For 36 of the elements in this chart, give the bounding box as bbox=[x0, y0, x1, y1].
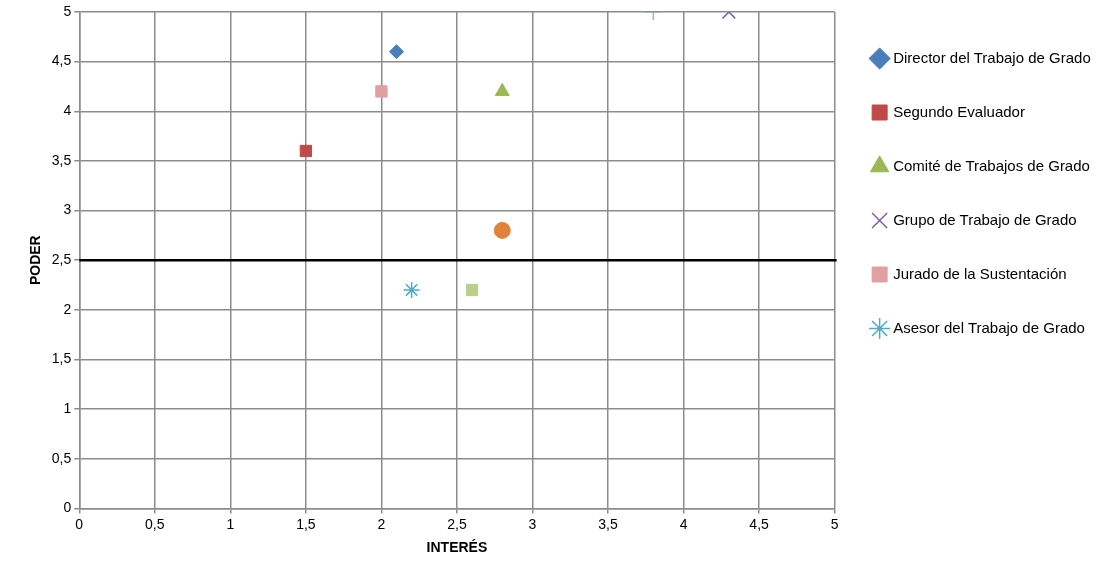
point bbox=[375, 85, 388, 98]
x-tick-label: 3 bbox=[528, 515, 537, 532]
point bbox=[465, 283, 479, 297]
x-axis-title: INTERÉS bbox=[426, 539, 488, 556]
x-tick-label: 0,5 bbox=[145, 515, 165, 532]
y-tick-label: 1 bbox=[63, 399, 72, 416]
y-axis-title: PODER bbox=[27, 235, 44, 286]
x-tick-label: 4 bbox=[679, 515, 688, 532]
y-tick-label: 0,5 bbox=[51, 449, 72, 466]
y-tick-label: 2,5 bbox=[51, 251, 72, 268]
point bbox=[493, 221, 511, 239]
y-tick-label: 1,5 bbox=[51, 350, 72, 367]
legend-label: Grupo de Trabajo de Grado bbox=[893, 210, 1077, 228]
x-tick-label: 2,5 bbox=[447, 515, 467, 532]
y-tick-label: 3,5 bbox=[51, 151, 72, 168]
point bbox=[402, 281, 421, 299]
x-tick-label: 1,5 bbox=[296, 515, 316, 532]
x-tick-label: 3,5 bbox=[598, 515, 618, 532]
y-tick-label: 2 bbox=[63, 300, 72, 317]
y-tick-label: 3 bbox=[63, 201, 72, 218]
point bbox=[389, 44, 405, 60]
x-tick-label: 0 bbox=[75, 515, 84, 532]
y-tick-label: 4 bbox=[63, 102, 72, 119]
point bbox=[299, 144, 313, 158]
x-tick-label: 5 bbox=[830, 515, 839, 532]
x-tick-label: 1 bbox=[226, 515, 235, 532]
legend-label: Segundo Evaluador bbox=[893, 102, 1025, 120]
legend-label: Director del Trabajo de Grado bbox=[893, 48, 1091, 66]
legend-label: Comité de Trabajos de Grado bbox=[893, 156, 1090, 174]
x-tick-label: 4,5 bbox=[749, 515, 770, 532]
legend-label: Asesor del Trabajo de Grado bbox=[893, 318, 1085, 336]
y-tick-label: 4,5 bbox=[51, 52, 72, 69]
y-tick-label: 5 bbox=[63, 2, 72, 19]
y-tick-label: 0 bbox=[63, 499, 72, 516]
x-tick-label: 2 bbox=[377, 515, 386, 532]
legend-label: Jurado de la Sustentación bbox=[893, 264, 1067, 282]
